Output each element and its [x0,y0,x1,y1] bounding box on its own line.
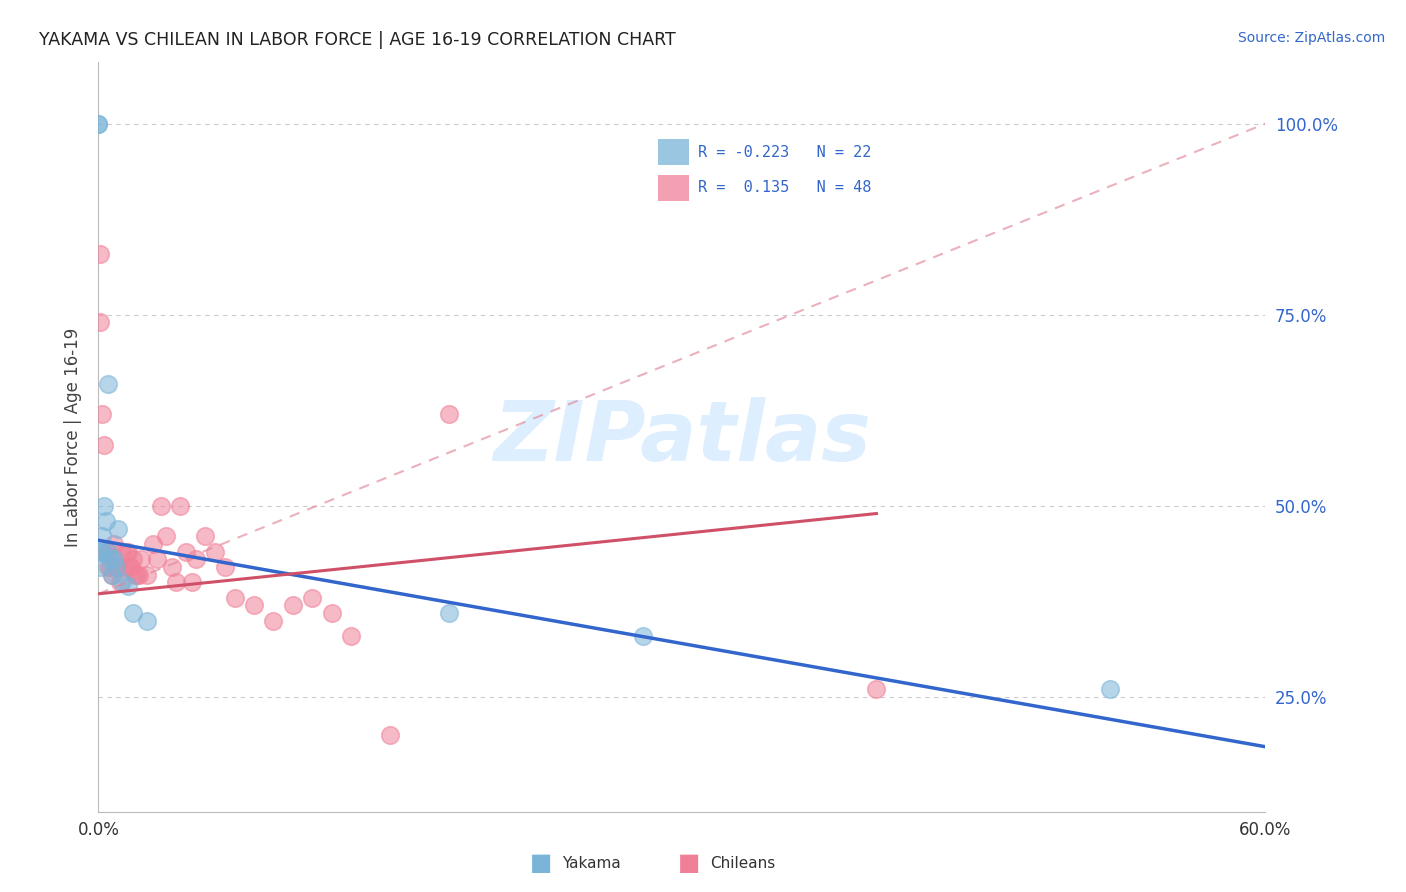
Point [149,499,172,513]
Point [142,537,165,551]
Point [111,575,134,590]
Point [184,552,207,566]
Text: Source: ZipAtlas.com: Source: ZipAtlas.com [1237,31,1385,45]
Point [155,529,177,543]
Point [117,545,139,559]
Point [1098,682,1121,697]
Point [121,560,143,574]
Point [124,567,146,582]
Text: YAKAMA VS CHILEAN IN LABOR FORCE | AGE 16-19 CORRELATION CHART: YAKAMA VS CHILEAN IN LABOR FORCE | AGE 1… [39,31,676,49]
Point [89,246,111,260]
Text: Chileans: Chileans [710,856,775,871]
Point [437,606,460,620]
Point [262,614,284,628]
Point [87,117,110,131]
Point [136,567,159,582]
Point [89,545,111,559]
Point [114,545,136,559]
Point [103,552,125,566]
Point [107,522,129,536]
Point [93,499,115,513]
Point [108,575,131,590]
Point [104,560,127,574]
Point [165,575,187,590]
Point [865,682,887,697]
FancyBboxPatch shape [658,175,689,201]
Point [169,499,191,513]
Y-axis label: In Labor Force | Age 16-19: In Labor Force | Age 16-19 [63,327,82,547]
Point [214,560,236,574]
Point [204,545,226,559]
Point [340,629,363,643]
Point [122,552,145,566]
Point [122,606,145,620]
Text: ■: ■ [530,852,553,875]
Point [129,552,152,566]
Point [631,629,654,643]
Point [87,117,110,131]
Point [97,560,120,574]
Point [162,560,184,574]
Text: ZIPatlas: ZIPatlas [494,397,870,477]
Point [103,537,125,551]
Point [117,579,139,593]
Point [98,560,121,574]
Point [96,514,118,528]
Point [89,315,111,329]
Point [136,614,159,628]
Point [101,567,124,582]
Point [98,552,121,566]
Point [243,599,266,613]
Text: ■: ■ [678,852,700,875]
Point [91,407,114,421]
Point [180,575,202,590]
Point [97,545,120,559]
Point [96,545,118,559]
Point [118,560,141,574]
Point [224,591,246,605]
FancyBboxPatch shape [658,139,689,165]
Point [128,567,150,582]
Text: R =  0.135   N = 48: R = 0.135 N = 48 [697,180,872,195]
Point [174,545,197,559]
Point [107,560,129,574]
Point [91,529,114,543]
Point [93,438,115,452]
Point [380,728,402,742]
Point [89,560,111,574]
Point [127,567,149,582]
Point [321,606,343,620]
Point [97,545,120,559]
Point [101,567,124,582]
Point [146,552,169,566]
Point [437,407,460,421]
Text: Yakama: Yakama [562,856,621,871]
Point [194,529,217,543]
Point [97,376,120,391]
Point [301,591,323,605]
Text: R = -0.223   N = 22: R = -0.223 N = 22 [697,145,872,160]
Point [112,560,135,574]
Point [91,545,114,559]
Point [281,599,304,613]
Point [111,545,134,559]
Point [104,560,127,574]
